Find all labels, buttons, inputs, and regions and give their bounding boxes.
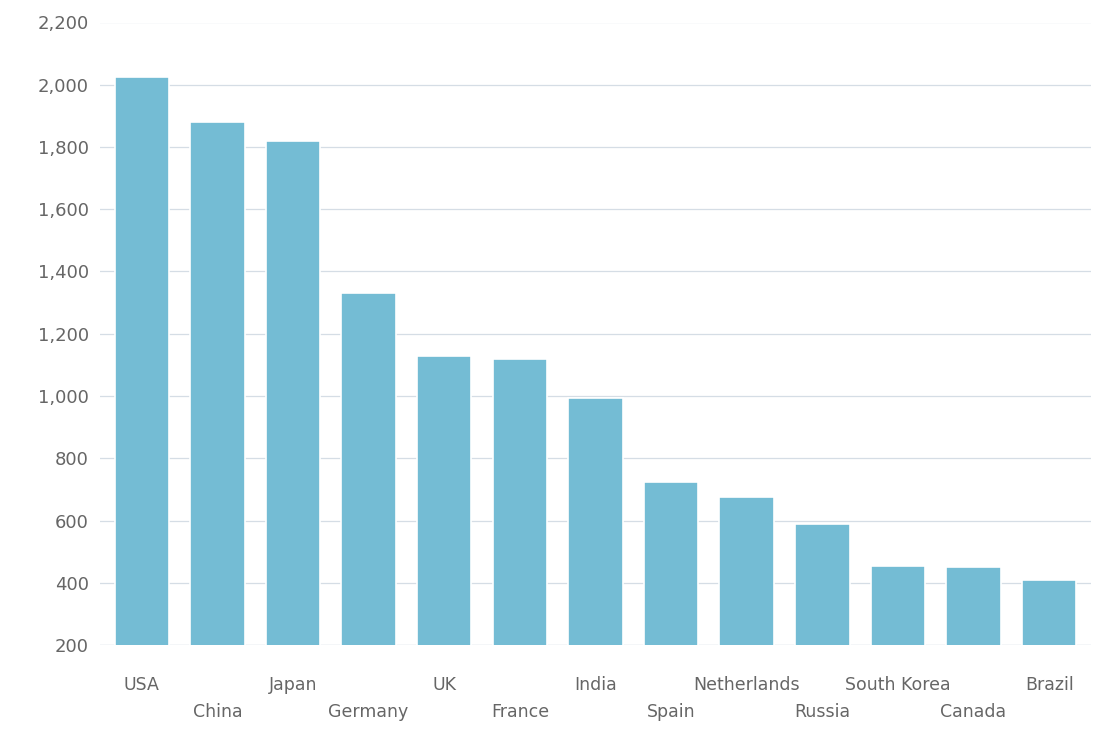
Bar [190, 122, 245, 707]
Bar [643, 482, 698, 707]
Text: Brazil: Brazil [1025, 676, 1074, 694]
Text: Russia: Russia [795, 704, 850, 722]
Bar [493, 358, 548, 707]
Bar [266, 141, 321, 707]
Bar [115, 77, 169, 707]
Text: Japan: Japan [268, 676, 317, 694]
Bar [719, 497, 774, 707]
Text: India: India [574, 676, 617, 694]
Text: Canada: Canada [940, 704, 1006, 722]
Text: France: France [491, 704, 549, 722]
Text: China: China [193, 704, 243, 722]
Text: Germany: Germany [328, 704, 408, 722]
Bar [1022, 580, 1076, 707]
Bar [569, 398, 622, 707]
Bar [342, 293, 396, 707]
Bar [946, 567, 1001, 707]
Text: Netherlands: Netherlands [693, 676, 800, 694]
Text: UK: UK [432, 676, 456, 694]
Bar [870, 566, 925, 707]
Bar [795, 524, 849, 707]
Bar [417, 356, 472, 707]
Text: Spain: Spain [647, 704, 696, 722]
Text: South Korea: South Korea [845, 676, 951, 694]
Text: USA: USA [124, 676, 159, 694]
